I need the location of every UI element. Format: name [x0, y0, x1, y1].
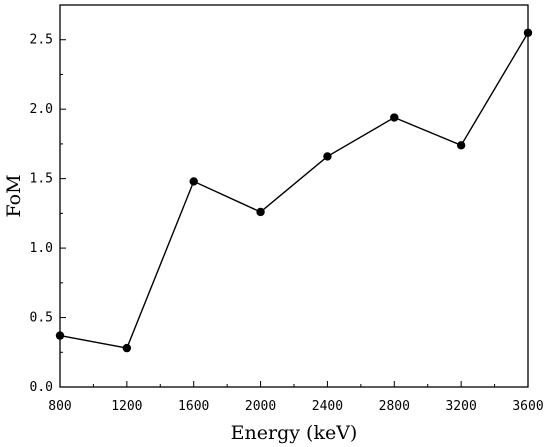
y-tick-label: 0.5	[30, 311, 53, 326]
x-tick-label: 1600	[178, 399, 209, 414]
y-tick-label: 2.0	[30, 102, 53, 117]
x-tick-label: 800	[48, 399, 71, 414]
data-point	[390, 113, 399, 122]
x-tick-label: 1200	[111, 399, 142, 414]
y-axis-title: FoM	[3, 174, 25, 217]
x-tick-label: 3200	[445, 399, 476, 414]
y-tick-label: 0.0	[30, 380, 53, 395]
y-tick-label: 2.5	[30, 33, 53, 48]
data-point	[256, 207, 265, 217]
data-point	[323, 152, 332, 161]
data-point	[456, 141, 466, 150]
x-tick-label: 2000	[245, 399, 276, 414]
plot-frame	[59, 4, 529, 388]
y-tick-label: 1.0	[30, 241, 53, 256]
x-tick-label: 2800	[379, 399, 410, 414]
series-line	[59, 32, 529, 349]
x-axis-title: Energy (keV)	[231, 422, 358, 444]
data-point	[122, 343, 132, 353]
x-tick-label: 2400	[312, 399, 343, 414]
y-tick-label: 1.5	[30, 172, 53, 187]
x-axis: 800 1200 1600 2000 2400 2800 3200 3600	[48, 381, 544, 414]
data-point	[55, 331, 65, 340]
x-tick-label: 3600	[512, 399, 543, 414]
series-layer	[55, 28, 533, 353]
y-axis: 0.0 0.5 1.0 1.5 2.0 2.5	[30, 4, 66, 395]
data-point	[523, 28, 533, 37]
data-point	[189, 177, 198, 186]
